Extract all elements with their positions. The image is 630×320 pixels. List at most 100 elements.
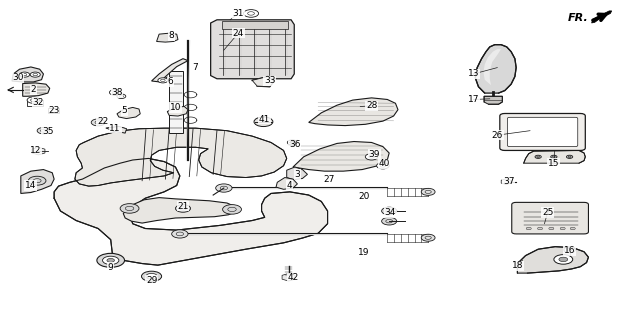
Circle shape: [568, 156, 571, 157]
Circle shape: [382, 207, 397, 215]
Circle shape: [20, 72, 30, 77]
Polygon shape: [54, 158, 328, 265]
Circle shape: [425, 190, 432, 193]
Polygon shape: [123, 197, 236, 223]
Circle shape: [40, 129, 46, 132]
Text: 27: 27: [323, 175, 335, 184]
Text: 40: 40: [379, 159, 390, 168]
Text: 36: 36: [289, 140, 301, 148]
Circle shape: [248, 12, 255, 15]
Circle shape: [553, 156, 555, 157]
Circle shape: [120, 95, 123, 97]
Circle shape: [560, 227, 565, 230]
Circle shape: [125, 206, 134, 211]
Text: 26: 26: [491, 131, 503, 140]
Circle shape: [564, 247, 575, 253]
Text: 31: 31: [232, 9, 244, 18]
Text: 17: 17: [467, 95, 479, 104]
Circle shape: [507, 119, 515, 123]
Text: 11: 11: [110, 124, 121, 132]
Polygon shape: [293, 141, 389, 171]
Circle shape: [30, 72, 40, 77]
Text: 4: 4: [287, 181, 293, 190]
Circle shape: [382, 217, 397, 225]
Polygon shape: [517, 247, 588, 273]
Text: 24: 24: [232, 29, 244, 38]
Polygon shape: [157, 33, 178, 42]
Circle shape: [287, 140, 297, 145]
Circle shape: [507, 143, 515, 147]
Circle shape: [215, 184, 232, 192]
Circle shape: [566, 119, 573, 123]
Circle shape: [537, 227, 542, 230]
Text: 37: 37: [503, 177, 514, 186]
Polygon shape: [484, 96, 502, 104]
Polygon shape: [210, 20, 294, 79]
Circle shape: [172, 230, 188, 238]
Circle shape: [222, 204, 241, 214]
Circle shape: [570, 227, 575, 230]
Circle shape: [30, 99, 36, 101]
Polygon shape: [309, 98, 398, 125]
Circle shape: [107, 259, 115, 262]
Text: 38: 38: [112, 88, 123, 97]
Circle shape: [33, 179, 41, 183]
Polygon shape: [168, 107, 188, 116]
Circle shape: [244, 10, 258, 17]
Circle shape: [421, 234, 435, 241]
Circle shape: [526, 227, 531, 230]
Circle shape: [386, 209, 392, 213]
Text: 9: 9: [108, 263, 113, 272]
Circle shape: [158, 78, 168, 83]
Text: 8: 8: [169, 31, 175, 40]
Circle shape: [535, 155, 541, 158]
Circle shape: [568, 144, 571, 146]
Polygon shape: [592, 11, 612, 23]
Text: 14: 14: [25, 181, 37, 190]
Circle shape: [537, 156, 539, 157]
Circle shape: [254, 117, 273, 126]
Circle shape: [97, 253, 125, 268]
Circle shape: [551, 155, 557, 158]
Circle shape: [142, 271, 162, 281]
FancyBboxPatch shape: [500, 114, 585, 150]
Circle shape: [566, 143, 573, 147]
Circle shape: [117, 94, 126, 99]
FancyBboxPatch shape: [507, 117, 578, 147]
Text: 22: 22: [97, 117, 108, 126]
Circle shape: [568, 120, 571, 122]
Text: 42: 42: [287, 273, 299, 282]
Circle shape: [421, 188, 435, 196]
Circle shape: [22, 74, 27, 76]
Text: 34: 34: [385, 208, 396, 217]
Circle shape: [377, 163, 389, 169]
Text: 29: 29: [146, 276, 158, 285]
Text: 19: 19: [358, 248, 370, 257]
Text: 15: 15: [548, 159, 559, 168]
Circle shape: [103, 256, 119, 265]
Circle shape: [120, 204, 139, 213]
Circle shape: [566, 155, 573, 158]
Text: 20: 20: [358, 192, 370, 201]
Text: 35: 35: [42, 127, 54, 136]
Text: 25: 25: [542, 208, 553, 217]
Text: 7: 7: [193, 63, 198, 72]
Circle shape: [110, 90, 121, 95]
Polygon shape: [21, 170, 54, 194]
Polygon shape: [152, 59, 188, 82]
Text: 18: 18: [512, 261, 523, 270]
Polygon shape: [483, 49, 501, 85]
Polygon shape: [23, 83, 50, 96]
Circle shape: [146, 273, 158, 279]
Text: 16: 16: [564, 246, 575, 255]
Circle shape: [290, 141, 295, 144]
Circle shape: [386, 220, 392, 223]
Circle shape: [425, 236, 432, 239]
Text: 30: 30: [12, 73, 23, 82]
Text: 6: 6: [168, 77, 173, 86]
Bar: [169, 71, 183, 133]
Polygon shape: [12, 67, 43, 82]
Polygon shape: [282, 273, 295, 281]
Text: 10: 10: [169, 103, 181, 112]
Circle shape: [28, 176, 46, 185]
